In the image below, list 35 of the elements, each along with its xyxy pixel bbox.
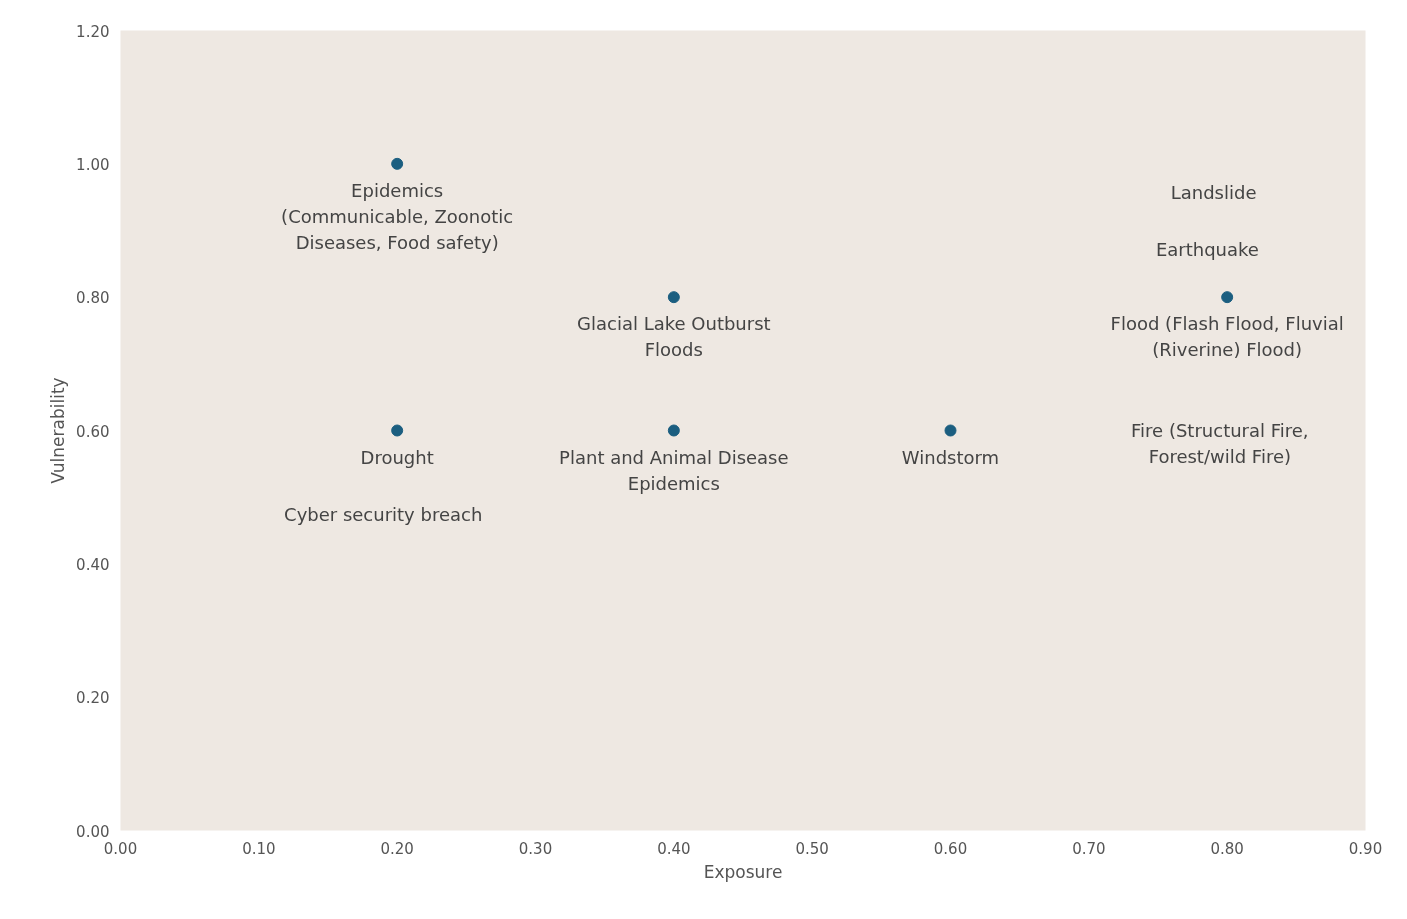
point xyxy=(391,424,404,437)
x-tick-label: 0.80 xyxy=(1210,839,1244,858)
x-tick-label: 0.90 xyxy=(1348,839,1383,858)
annotation: Earthquake xyxy=(1155,239,1259,261)
annotation: Plant and Animal Disease Epidemics xyxy=(559,446,789,494)
point xyxy=(1221,291,1234,304)
y-tick-label: 1.20 xyxy=(76,22,110,41)
annotation: Glacial Lake Outburst Floods xyxy=(577,313,771,361)
y-axis-title: Vulnerability xyxy=(48,377,69,484)
y-tick-label: 0.40 xyxy=(76,555,110,574)
annotation: Drought xyxy=(360,446,434,468)
point xyxy=(944,424,957,437)
point xyxy=(667,291,680,304)
y-tick-label: 0.20 xyxy=(76,689,110,708)
point xyxy=(391,157,404,170)
y-tick-label: 0.80 xyxy=(76,289,110,308)
annotation: Epidemics (Communicable, Zoonotic Diseases, Food safety) xyxy=(281,179,514,254)
annotation: Fire (Structural Fire, Forest/wild Fire) xyxy=(1131,419,1309,467)
x-axis-title: Exposure xyxy=(703,861,783,882)
y-tick-label: 1.00 xyxy=(76,155,110,174)
y-tick-label: 0.60 xyxy=(76,422,110,441)
annotation: Landslide xyxy=(1170,182,1257,204)
x-tick-label: 0.20 xyxy=(380,839,414,858)
x-tick-label: 0.10 xyxy=(242,839,276,858)
x-tick-label: 0.40 xyxy=(657,839,691,858)
point xyxy=(667,424,680,437)
y-tick-label: 0.00 xyxy=(76,822,110,841)
x-tick-label: 0.60 xyxy=(933,839,968,858)
x-tick-label: 0.50 xyxy=(795,839,829,858)
annotation: Flood (Flash Flood, Fluvial (Riverine) Flood) xyxy=(1110,313,1344,361)
annotation: Cyber security breach xyxy=(284,504,483,525)
x-tick-label: 0.30 xyxy=(518,839,553,858)
annotation: Windstorm xyxy=(901,446,1000,468)
x-tick-label: 0.70 xyxy=(1072,839,1106,858)
x-tick-label: 0.00 xyxy=(103,839,138,858)
